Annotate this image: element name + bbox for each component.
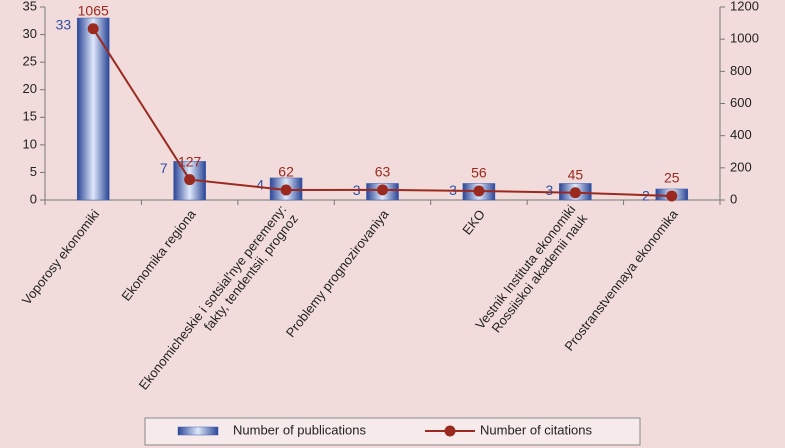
- x-tick-label: Vestnik Instituta ekonomikiRossiiskoi ak…: [473, 202, 591, 342]
- x-tick-label: Ekonomika regiona: [118, 206, 199, 304]
- line-value-label: 1065: [78, 2, 109, 18]
- line-marker: [473, 185, 485, 197]
- line-marker: [280, 184, 292, 196]
- y-tick-label: 25: [23, 54, 37, 69]
- line-value-label: 56: [471, 165, 487, 181]
- y-tick-label: 15: [23, 109, 37, 124]
- y-tick-label: 30: [23, 26, 37, 41]
- line-value-label: 63: [375, 164, 391, 180]
- y2-tick-label: 1200: [730, 0, 759, 13]
- line-marker: [87, 23, 99, 35]
- legend-swatch: [177, 426, 219, 436]
- x-tick-label: Voporosy ekonomiki: [19, 207, 103, 308]
- legend-swatch: [444, 425, 456, 437]
- y-tick-label: 5: [30, 164, 37, 179]
- bar-value-label: 3: [546, 182, 554, 198]
- legend-label: Number of publications: [233, 422, 366, 437]
- y-tick-label: 35: [23, 0, 37, 13]
- line-value-label: 62: [278, 164, 294, 180]
- y2-tick-label: 0: [730, 191, 737, 206]
- bar: [76, 17, 110, 201]
- y2-tick-label: 1000: [730, 31, 759, 46]
- y-tick-label: 10: [23, 136, 37, 151]
- line-value-label: 45: [568, 166, 584, 182]
- y2-tick-label: 200: [730, 159, 752, 174]
- x-tick-label: Problemy prognozirovaniya: [283, 206, 392, 340]
- y-tick-label: 20: [23, 81, 37, 96]
- y2-tick-label: 800: [730, 63, 752, 78]
- bar-value-label: 7: [160, 160, 168, 176]
- line-marker: [569, 187, 581, 199]
- x-tick-label: Ekonomicheskie i sotsial'nye peremeny:fa…: [136, 202, 301, 402]
- line-value-label: 25: [664, 170, 680, 186]
- x-tick-label: EKO: [459, 207, 488, 238]
- y2-tick-label: 400: [730, 127, 752, 142]
- bar-value-label: 4: [256, 177, 264, 193]
- line-marker: [184, 174, 196, 186]
- legend-box: [144, 417, 641, 446]
- line-marker: [377, 184, 388, 196]
- y-tick-label: 0: [30, 191, 37, 206]
- bar-value-label: 33: [56, 17, 72, 33]
- legend-label: Number of citations: [480, 422, 592, 437]
- line-value-label: 127: [178, 153, 202, 169]
- line-marker: [666, 190, 678, 202]
- y2-tick-label: 600: [730, 95, 752, 110]
